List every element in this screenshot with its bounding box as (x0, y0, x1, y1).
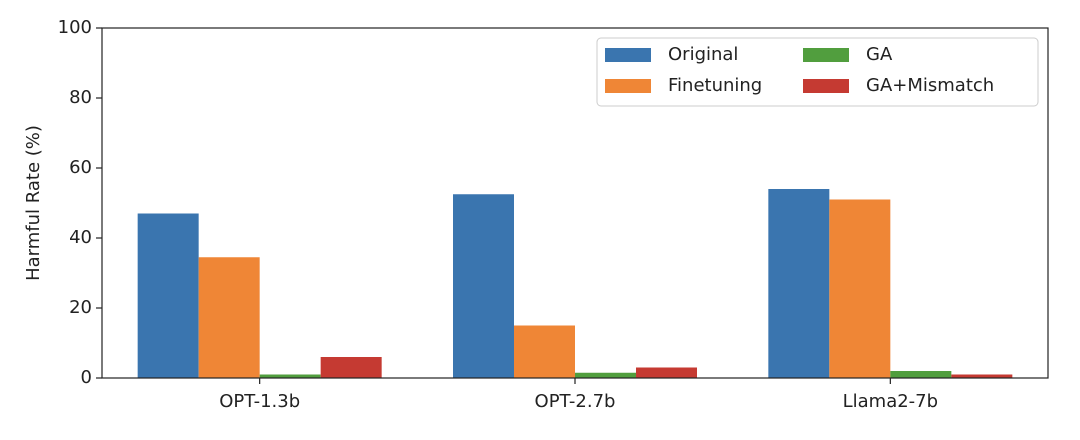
bar (575, 372, 636, 378)
bar (829, 199, 891, 378)
legend-swatch (605, 79, 651, 93)
bar (320, 357, 382, 378)
bar (636, 367, 697, 378)
y-tick-label: 0 (81, 367, 92, 388)
y-tick-label: 80 (69, 87, 92, 108)
bar (137, 213, 199, 378)
legend-label: Finetuning (668, 75, 762, 96)
bar (514, 325, 575, 378)
legend-box (596, 37, 1039, 107)
legend-swatch (605, 48, 651, 62)
legend-label: Original (668, 44, 738, 65)
bar (951, 374, 1013, 378)
x-tick-label: OPT-2.7b (535, 391, 616, 412)
y-axis-label: Harmful Rate (%) (23, 125, 44, 281)
bar (453, 194, 514, 378)
bar (259, 374, 321, 378)
bar (768, 189, 830, 378)
legend-swatch (803, 79, 849, 93)
y-tick-label: 60 (69, 157, 92, 178)
legend-label: GA+Mismatch (866, 75, 994, 96)
x-tick-label: Llama2-7b (843, 391, 938, 412)
bar (890, 371, 952, 378)
x-tick-label: OPT-1.3b (219, 391, 300, 412)
bar (198, 257, 260, 378)
y-tick-label: 40 (69, 227, 92, 248)
y-tick-label: 20 (69, 297, 92, 318)
legend-swatch (803, 48, 849, 62)
legend-label: GA (866, 44, 893, 65)
y-tick-label: 100 (58, 17, 92, 38)
plot-frame (101, 27, 1049, 379)
